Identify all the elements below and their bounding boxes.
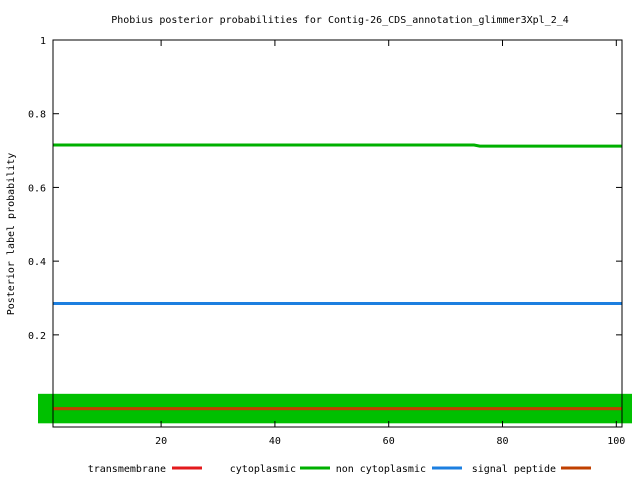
plot-frame [52,39,623,428]
tick-layer: 20 40 60 80 100 0.2 0.4 0.6 0.8 1 [28,36,625,447]
x-tick-label-40: 40 [269,436,281,447]
legend-label-signal-peptide: signal peptide [472,464,556,475]
legend-label-cytoplasmic: cytoplasmic [230,464,296,475]
y-tick-label-0.6: 0.6 [28,183,46,194]
x-tick-label-100: 100 [607,436,625,447]
y-tick-label-0.4: 0.4 [28,257,46,268]
legend: transmembrane cytoplasmic non cytoplasmic s… [88,464,591,475]
x-tick-label-60: 60 [383,436,395,447]
y-tick-label-0.2: 0.2 [28,331,46,342]
y-axis-label: Posterior label probability [6,153,17,316]
series-layer [53,143,622,411]
y-tick-label-0.8: 0.8 [28,110,46,121]
x-tick-label-80: 80 [496,436,508,447]
legend-label-transmembrane: transmembrane [88,464,166,475]
series-line-non-cytoplasmic [53,143,622,148]
chart-title: Phobius posterior probabilities for Cont… [111,15,569,26]
y-tick-label-1: 1 [40,36,46,47]
legend-label-non-cytoplasmic: non cytoplasmic [336,464,426,475]
x-tick-label-20: 20 [155,436,167,447]
